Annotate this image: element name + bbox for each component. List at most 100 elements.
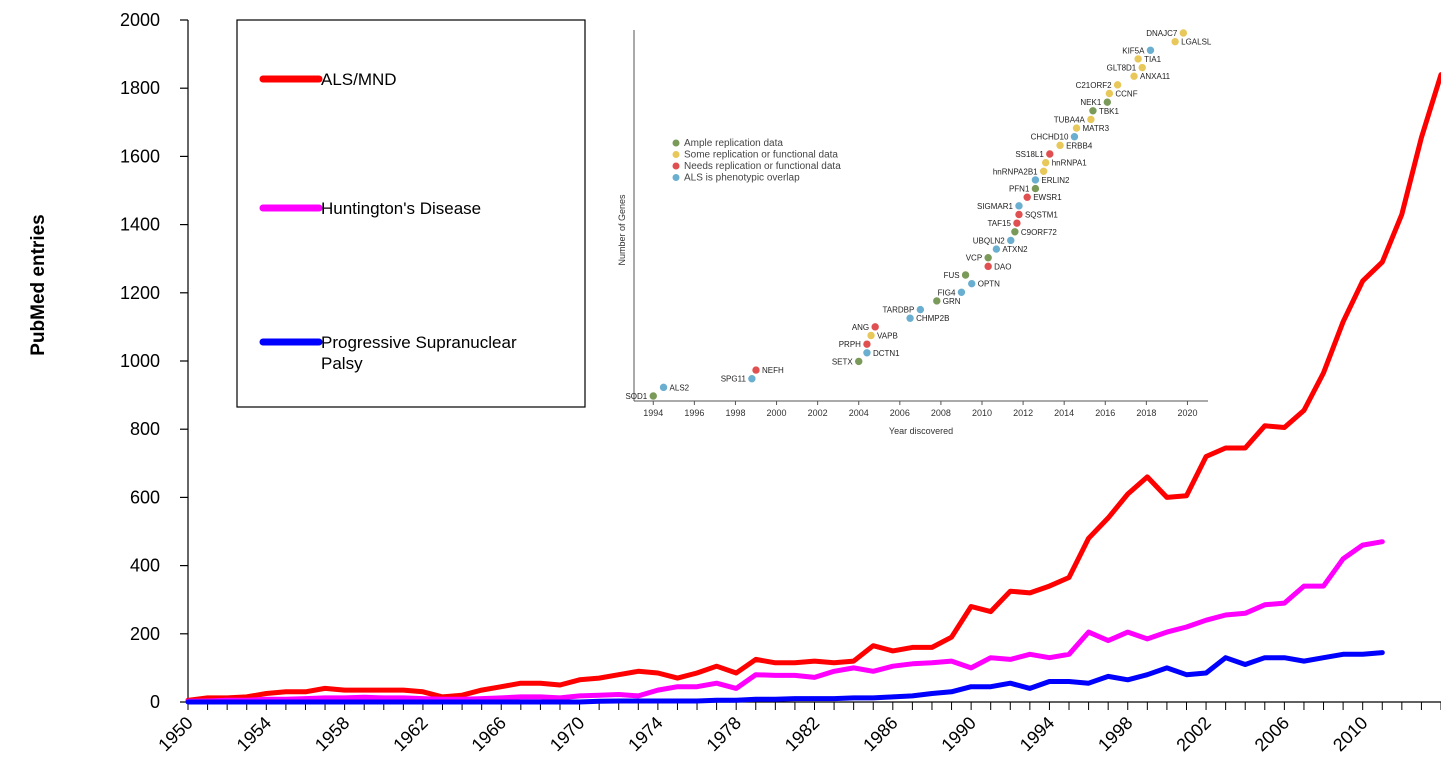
inset-gene-label: TAF15 <box>988 219 1012 228</box>
inset-gene-label: ATXN2 <box>1002 245 1028 254</box>
inset-x-tick-label: 2006 <box>890 408 910 418</box>
inset-x-ticks: 1994 1996 1998 2000 2002 2004 2006 2008 2010 2012… <box>643 401 1197 418</box>
y-tick-label: 2000 <box>120 10 160 30</box>
x-tick-label: 1994 <box>1016 713 1058 755</box>
inset-gene-label: TIA1 <box>1144 55 1161 64</box>
x-tick-label: 1966 <box>468 713 510 755</box>
x-tick-label: 1970 <box>546 713 588 755</box>
x-tick-label: 1954 <box>233 713 275 755</box>
inset-point <box>1103 97 1112 107</box>
inset-point <box>1031 184 1040 193</box>
x-tick-label: 2002 <box>1172 713 1214 755</box>
inset-point <box>1072 123 1081 133</box>
legend-label-psp: Progressive Supranuclear Palsy <box>321 333 521 373</box>
inset-point <box>1010 227 1020 237</box>
inset-gene-label: DAO <box>994 262 1011 271</box>
inset-point <box>1045 149 1055 159</box>
inset-gene-label: PRPH <box>839 340 861 349</box>
inset-point <box>992 244 1001 254</box>
x-tick-label: 1978 <box>703 713 745 755</box>
inset-gene-label: NEFH <box>762 366 784 375</box>
inset-point <box>957 287 966 297</box>
inset-gene-label: KIF5A <box>1122 46 1145 55</box>
inset-point <box>1105 89 1114 98</box>
inset-axes <box>633 30 1208 402</box>
inset-point <box>1133 54 1143 64</box>
inset-x-axis-title: Year discovered <box>889 426 953 436</box>
legend-label-huntington: Huntington's Disease <box>321 199 481 218</box>
inset-x-tick-label: 1994 <box>643 408 663 418</box>
x-tick-label: 1950 <box>154 713 196 755</box>
inset-x-tick-label: 2012 <box>1013 408 1033 418</box>
y-tick-label: 1400 <box>120 215 160 235</box>
y-axis-title: PubMed entries <box>28 214 49 355</box>
y-tick-label: 1600 <box>120 146 160 166</box>
inset-gene-label: OPTN <box>978 280 1000 289</box>
inset-gene-label: PFN1 <box>1009 185 1030 194</box>
inset-chart: 1994 1996 1998 2000 2002 2004 2006 2008 2010 2012… <box>617 28 1212 436</box>
inset-point <box>1137 63 1147 72</box>
inset-point <box>1055 141 1065 150</box>
series-line-2 <box>185 650 1385 705</box>
legend: ALS/MND Huntington's Disease Progressive… <box>236 19 586 408</box>
legend-label-psp-line2: Palsy <box>321 354 363 373</box>
inset-point <box>870 322 880 332</box>
inset-point <box>751 365 761 375</box>
inset-gene-label: LGALSL <box>1181 38 1212 47</box>
inset-point <box>862 348 872 358</box>
inset-x-tick-label: 1996 <box>684 408 704 418</box>
y-tick-label: 1200 <box>120 283 160 303</box>
inset-point <box>1006 236 1016 245</box>
inset-gene-label: DNAJC7 <box>1146 29 1178 38</box>
inset-point <box>648 391 658 401</box>
inset-gene-label: hnRNPA2B1 <box>993 167 1038 176</box>
inset-gene-label: SPG11 <box>721 375 747 384</box>
inset-gene-label: SOD1 <box>625 392 647 401</box>
inset-gene-label: SQSTM1 <box>1025 211 1058 220</box>
series-line-1 <box>185 539 1385 704</box>
x-tick-label: 1974 <box>624 713 666 755</box>
inset-point <box>1041 158 1050 167</box>
inset-point <box>932 296 942 306</box>
x-axis-ticks: 1950 1954 1958 1962 1966 1970 1974 1978 1982 1986… <box>154 702 1441 755</box>
inset-legend-marker <box>672 162 680 170</box>
inset-gene-label: SETX <box>832 357 854 366</box>
inset-gene-label: TBK1 <box>1099 107 1120 116</box>
inset-gene-label: VAPB <box>877 332 898 341</box>
inset-gene-label: CHCHD10 <box>1031 133 1069 142</box>
x-tick-label: 2010 <box>1329 713 1371 755</box>
inset-point <box>1179 28 1188 38</box>
inset-point <box>1014 201 1024 211</box>
inset-point <box>1039 166 1048 176</box>
inset-x-tick-label: 2000 <box>767 408 787 418</box>
inset-legend-label: Ample replication data <box>684 138 783 149</box>
y-tick-label: 400 <box>130 556 160 576</box>
inset-point <box>854 357 864 366</box>
inset-point <box>1146 45 1155 55</box>
inset-gene-label: TUBA4A <box>1054 115 1086 124</box>
y-tick-label: 1000 <box>120 351 160 371</box>
inset-gene-label: hnRNPA1 <box>1052 159 1088 168</box>
legend-label-psp-line1: Progressive Supranuclear <box>321 333 517 352</box>
inset-gene-label: FUS <box>944 271 960 280</box>
inset-x-tick-label: 2018 <box>1136 408 1156 418</box>
inset-legend-label: Some replication or functional data <box>684 150 838 161</box>
inset-point <box>1170 37 1180 46</box>
inset-point <box>862 339 872 349</box>
inset-gene-label: TARDBP <box>883 306 915 315</box>
inset-gene-label: ERLIN2 <box>1041 176 1070 185</box>
x-tick-label: 1958 <box>311 713 353 755</box>
inset-gene-label: C9ORF72 <box>1021 228 1058 237</box>
inset-gene-label: ANXA11 <box>1140 72 1171 81</box>
inset-gene-label: ALS2 <box>670 383 690 392</box>
x-tick-label: 1986 <box>859 713 901 755</box>
inset-gene-label: UBQLN2 <box>973 236 1006 245</box>
x-tick-label: 2006 <box>1251 713 1293 755</box>
inset-point <box>1070 132 1079 142</box>
x-tick-label: 1990 <box>937 713 979 755</box>
series-line-0 <box>185 72 1441 703</box>
inset-gene-label: C21ORF2 <box>1076 81 1113 90</box>
inset-x-tick-label: 2016 <box>1095 408 1115 418</box>
inset-y-axis-title: Number of Genes <box>617 194 627 266</box>
